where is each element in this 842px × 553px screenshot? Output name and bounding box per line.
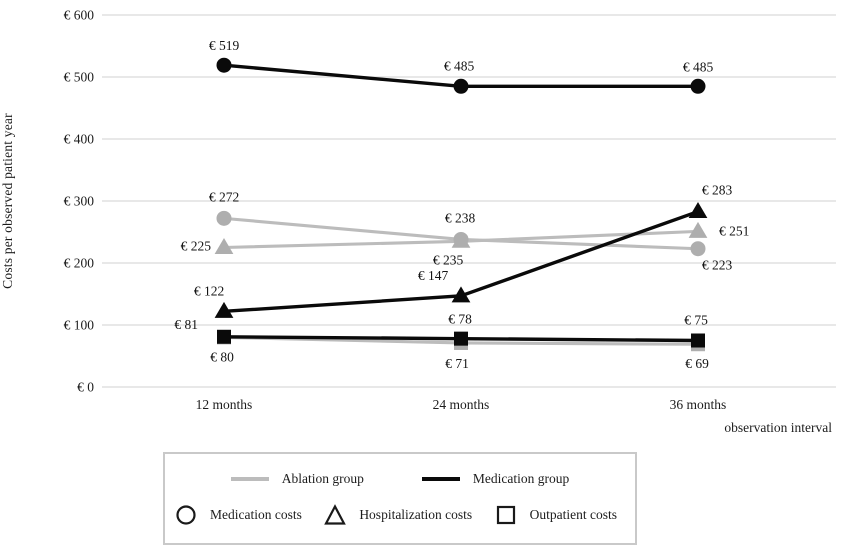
legend-marker-item: Outpatient costs bbox=[495, 504, 617, 526]
x-axis-tick-label: 24 months bbox=[433, 397, 490, 412]
data-point-marker-triangle bbox=[214, 301, 234, 318]
data-point-label: € 80 bbox=[210, 349, 234, 364]
data-point-marker-square bbox=[691, 333, 705, 348]
y-axis-tick-label: € 100 bbox=[64, 318, 95, 333]
legend-square-icon bbox=[496, 505, 515, 525]
legend-group-label: Medication group bbox=[472, 471, 570, 486]
legend-group-item: Ablation group bbox=[230, 471, 364, 487]
data-point-label: € 81 bbox=[174, 317, 198, 332]
y-axis-tick-label: € 200 bbox=[64, 256, 95, 271]
y-axis-tick-label: € 500 bbox=[64, 70, 95, 85]
data-point-label: € 283 bbox=[702, 183, 733, 198]
x-axis-tick-label: 36 months bbox=[670, 397, 727, 412]
data-point-label: € 223 bbox=[702, 258, 733, 273]
data-point-label: € 235 bbox=[433, 252, 464, 267]
data-point-marker-triangle bbox=[688, 202, 708, 219]
legend-group-label: Ablation group bbox=[281, 471, 364, 486]
legend-marker-label: Hospitalization costs bbox=[359, 507, 473, 522]
line-chart-canvas: € 0 € 100 € 200 € 300 € 400 € 500 € 600 12 mont… bbox=[64, 8, 836, 412]
legend-triangle-icon bbox=[324, 504, 347, 525]
data-point-label: € 225 bbox=[181, 239, 212, 254]
data-point-label: € 485 bbox=[444, 58, 475, 73]
data-point-label: € 251 bbox=[719, 223, 749, 238]
legend-marker-item: Medication costs bbox=[175, 504, 302, 526]
y-axis-tick-label: € 400 bbox=[64, 132, 95, 147]
data-point-marker-triangle bbox=[451, 231, 471, 248]
legend-group-item: Medication group bbox=[421, 471, 570, 487]
data-point-marker-circle bbox=[216, 210, 232, 226]
data-point-label: € 122 bbox=[194, 283, 224, 298]
data-point-label: € 238 bbox=[445, 210, 476, 225]
legend-line-swatch-icon bbox=[421, 477, 460, 481]
data-point-label: € 272 bbox=[209, 189, 239, 204]
legend-marker-item: Hospitalization costs bbox=[324, 504, 472, 526]
data-point-marker-triangle bbox=[688, 221, 708, 238]
y-axis-tick-label: € 0 bbox=[77, 380, 94, 395]
legend-markers-row: Medication costs Hospitalization costs Out… bbox=[165, 504, 635, 526]
data-point-label: € 147 bbox=[418, 268, 449, 283]
y-axis-tick-label: € 600 bbox=[64, 8, 95, 23]
y-axis-tick-label: € 300 bbox=[64, 194, 95, 209]
y-axis-title: Costs per observed patient year bbox=[0, 113, 15, 289]
legend-circle-icon bbox=[176, 505, 196, 525]
chart-legend: Ablation group Medication group Medicatio… bbox=[163, 452, 637, 545]
x-axis-tick-label: 12 months bbox=[196, 397, 253, 412]
data-point-marker-triangle bbox=[451, 286, 471, 303]
x-axis-title: observation interval bbox=[724, 420, 832, 435]
data-point-marker-circle bbox=[690, 78, 706, 94]
data-point-marker-square bbox=[454, 331, 468, 346]
data-point-marker-circle bbox=[690, 241, 706, 257]
data-point-label: € 71 bbox=[445, 356, 469, 371]
data-point-label: € 485 bbox=[683, 59, 714, 74]
data-point-label: € 69 bbox=[685, 356, 709, 371]
data-point-marker-square bbox=[217, 329, 231, 344]
legend-groups-row: Ablation group Medication group bbox=[165, 471, 635, 487]
data-point-marker-triangle bbox=[214, 238, 234, 254]
legend-marker-label: Outpatient costs bbox=[529, 507, 617, 522]
data-point-marker-circle bbox=[453, 78, 469, 94]
data-point-marker-circle bbox=[216, 57, 232, 73]
legend-line-swatch-icon bbox=[230, 477, 269, 481]
data-point-label: € 78 bbox=[448, 312, 472, 327]
legend-marker-label: Medication costs bbox=[210, 507, 302, 522]
data-point-label: € 519 bbox=[209, 38, 240, 53]
data-point-label: € 75 bbox=[684, 313, 708, 328]
